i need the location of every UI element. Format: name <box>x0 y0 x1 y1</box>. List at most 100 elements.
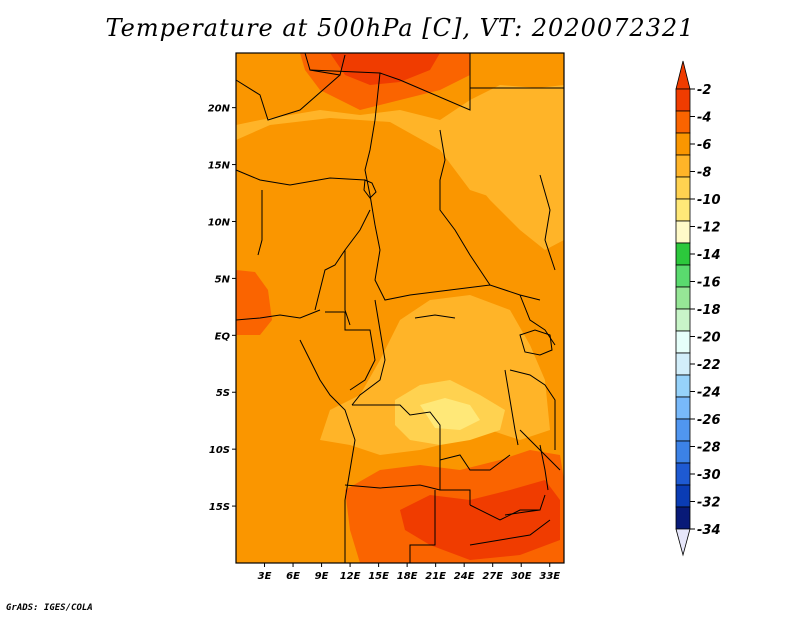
colorbar-swatch <box>675 154 691 178</box>
border-congo-drc <box>351 299 386 406</box>
lon-tick-label: 3E <box>258 571 272 582</box>
lat-tick-label: 20N <box>208 104 231 115</box>
colorbar-swatch <box>675 396 691 420</box>
colorbar-swatch <box>675 220 691 244</box>
colorbar-swatch <box>675 506 691 530</box>
colorbar-bottom-arrow <box>675 528 691 557</box>
colorbar-swatch <box>675 110 691 134</box>
border-nigeria-cameroon <box>314 209 371 311</box>
border-gabon <box>325 311 376 391</box>
colorbar-swatch <box>675 330 691 354</box>
colorbar-swatch <box>675 374 691 398</box>
colorbar-label: -34 <box>697 523 721 538</box>
field-region-hot-north <box>330 53 440 85</box>
border-tanzania <box>509 369 556 450</box>
colorbar-swatch <box>675 132 691 156</box>
lon-tick-label: 24E <box>454 571 475 582</box>
latitude-axis: 20N 15N 10N 5N EQ 5S 10S 15S <box>208 104 236 513</box>
colorbar-swatch <box>675 484 691 508</box>
colorbar-label: -20 <box>697 331 721 346</box>
border-algeria-niger <box>235 74 341 121</box>
colorbar-swatch <box>675 352 691 376</box>
colorbar-swatch <box>675 198 691 222</box>
colorbar-label: -26 <box>697 413 721 428</box>
colorbar-label: -16 <box>697 276 721 291</box>
border-car <box>374 224 541 301</box>
border-benin <box>257 190 263 256</box>
colorbar: -2 -4 -6 -8 -10 -12 -14 -16 -18 -20 -22 -24 -26 -28 -3… <box>675 60 721 557</box>
border-cameroon-car <box>344 250 351 326</box>
border-namibia-botswana <box>409 490 436 563</box>
lon-tick-label: 30E <box>511 571 532 582</box>
colorbar-label: -14 <box>697 248 721 263</box>
colorbar-swatch <box>675 88 691 112</box>
lake-tanganyika <box>504 369 519 446</box>
lon-tick-label: 27E <box>482 571 503 582</box>
border-libya-west <box>304 52 346 76</box>
field-region-coolest-center <box>420 398 480 430</box>
border-niger-chad <box>364 72 381 226</box>
colorbar-label: -30 <box>697 468 721 483</box>
lat-tick-label: 5N <box>215 274 231 285</box>
colorbar-label: -2 <box>697 83 711 98</box>
coastline-west <box>299 339 356 563</box>
lat-tick-label: 10S <box>209 445 230 456</box>
border-angola-zambia <box>439 460 471 505</box>
colorbar-label: -10 <box>697 193 721 208</box>
lat-tick-label: 15N <box>208 161 231 172</box>
lon-tick-label: 18E <box>397 571 418 582</box>
temperature-field <box>236 53 564 563</box>
lon-tick-label: 6E <box>286 571 300 582</box>
map-frame <box>235 52 565 564</box>
colorbar-swatch <box>675 176 691 200</box>
field-region-cool-east <box>465 85 564 250</box>
colorbar-swatch <box>675 308 691 332</box>
colorbar-label: -12 <box>697 221 721 236</box>
drc-river <box>414 314 456 319</box>
border-niger-nigeria <box>235 169 366 186</box>
border-zambia-zimbabwe <box>469 494 546 521</box>
lon-tick-label: 21E <box>425 571 446 582</box>
colorbar-label: -18 <box>697 303 721 318</box>
colorbar-swatch <box>675 418 691 442</box>
colorbar-swatch <box>675 242 691 266</box>
coastline-gulf <box>235 309 321 321</box>
map-title: Temperature at 500hPa [C], VT: 202007232… <box>105 14 695 42</box>
field-region-hot-south <box>400 480 560 560</box>
colorbar-swatch <box>675 462 691 486</box>
border-chad-sudan <box>439 129 491 286</box>
longitude-axis: 3E 6E 9E 12E 15E 18E 21E 24E 27E 30E 33E <box>258 563 560 582</box>
lon-tick-label: 12E <box>340 571 361 582</box>
lon-tick-label: 15E <box>368 571 389 582</box>
lake-malawi <box>539 444 549 491</box>
border-angola-namibia <box>344 484 441 491</box>
country-borders <box>235 52 564 563</box>
colorbar-label: -8 <box>697 166 711 181</box>
border-sudan-ethiopia <box>539 174 556 271</box>
colorbar-label: -32 <box>697 496 721 511</box>
lake-victoria <box>519 329 553 356</box>
lake-chad <box>363 179 377 199</box>
colorbar-label: -28 <box>697 441 721 456</box>
colorbar-label: -22 <box>697 358 721 373</box>
border-egypt-sudan <box>469 87 564 110</box>
lat-tick-label: 5S <box>216 388 230 399</box>
colorbar-label: -4 <box>697 111 711 126</box>
credit-text: GrADS: IGES/COLA <box>6 603 93 613</box>
lat-tick-label: 10N <box>208 217 231 228</box>
lon-tick-label: 33E <box>539 571 560 582</box>
colorbar-top-arrow <box>675 60 691 90</box>
colorbar-swatch <box>675 264 691 288</box>
border-zimbabwe-south <box>469 519 551 546</box>
border-drc-south <box>352 404 511 471</box>
colorbar-swatch <box>675 440 691 464</box>
lat-tick-label: EQ <box>215 331 231 342</box>
colorbar-label: -24 <box>697 386 721 401</box>
colorbar-label: -6 <box>697 138 711 153</box>
lake-kariba <box>504 509 541 516</box>
colorbar-swatch <box>675 286 691 310</box>
border-mozambique <box>519 429 561 471</box>
lon-tick-label: 9E <box>315 571 329 582</box>
lat-tick-label: 15S <box>209 502 230 513</box>
